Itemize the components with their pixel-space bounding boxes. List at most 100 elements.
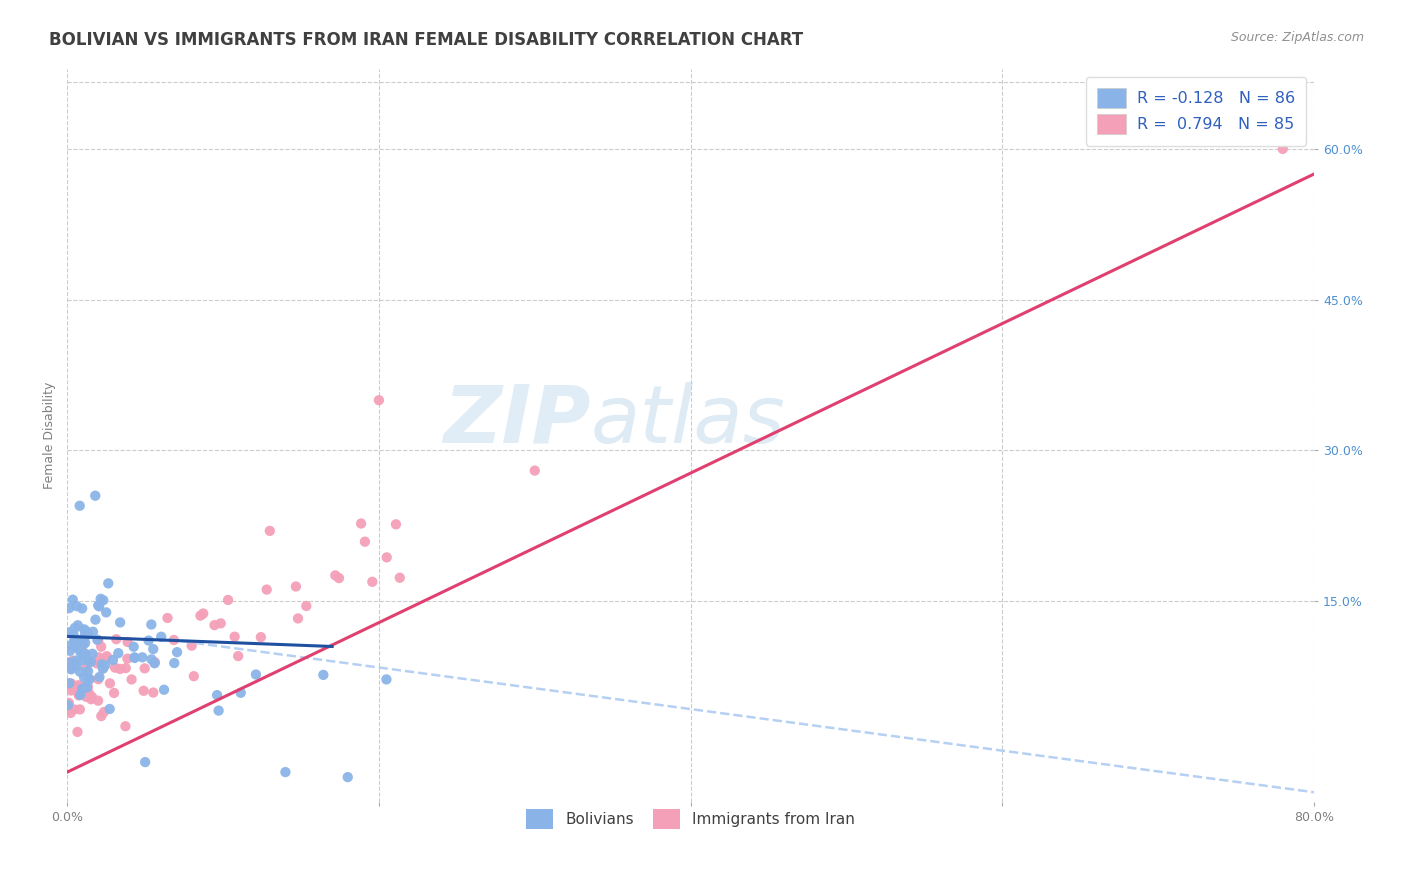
Point xyxy=(84,613,107,627)
Point xyxy=(107,646,129,660)
Point xyxy=(90,709,112,723)
Point xyxy=(87,599,110,613)
Point xyxy=(121,673,143,687)
Legend: Bolivians, Immigrants from Iran: Bolivians, Immigrants from Iran xyxy=(520,803,862,835)
Point xyxy=(77,627,100,641)
Point xyxy=(124,651,146,665)
Point xyxy=(141,617,163,632)
Point xyxy=(131,650,153,665)
Point xyxy=(256,582,278,597)
Point xyxy=(101,653,124,667)
Point xyxy=(69,688,91,702)
Point xyxy=(62,654,84,668)
Point xyxy=(385,517,408,532)
Point xyxy=(60,676,83,690)
Point xyxy=(60,662,83,676)
Point xyxy=(87,650,110,665)
Point xyxy=(60,683,83,698)
Point xyxy=(114,719,136,733)
Point xyxy=(250,630,273,644)
Point xyxy=(138,633,160,648)
Point xyxy=(91,662,114,676)
Point xyxy=(325,568,347,582)
Point xyxy=(65,658,87,673)
Point xyxy=(67,689,90,703)
Point xyxy=(58,601,80,615)
Point xyxy=(80,692,103,706)
Point xyxy=(63,632,86,646)
Point xyxy=(72,653,94,667)
Point xyxy=(77,671,100,685)
Point xyxy=(312,668,335,682)
Point xyxy=(87,672,110,686)
Point xyxy=(143,657,166,671)
Point xyxy=(86,657,108,671)
Point xyxy=(1271,142,1294,156)
Point xyxy=(87,633,110,648)
Point xyxy=(72,681,94,696)
Point xyxy=(229,686,252,700)
Point xyxy=(58,696,80,710)
Point xyxy=(63,634,86,648)
Point xyxy=(117,635,139,649)
Point xyxy=(245,667,267,681)
Point xyxy=(66,618,89,632)
Point xyxy=(90,657,112,672)
Point xyxy=(76,681,98,695)
Point xyxy=(90,657,112,672)
Point xyxy=(368,393,391,408)
Point xyxy=(70,601,93,615)
Point xyxy=(142,685,165,699)
Point xyxy=(73,624,96,639)
Point xyxy=(98,676,121,690)
Point xyxy=(66,725,89,739)
Point xyxy=(65,657,87,672)
Point xyxy=(134,661,156,675)
Point xyxy=(104,660,127,674)
Point xyxy=(69,665,91,679)
Point xyxy=(76,681,98,696)
Point xyxy=(122,640,145,654)
Point xyxy=(117,651,139,665)
Point xyxy=(67,678,90,692)
Point xyxy=(67,688,90,702)
Point xyxy=(69,645,91,659)
Point xyxy=(58,662,80,676)
Point xyxy=(193,607,215,621)
Point xyxy=(207,704,229,718)
Point xyxy=(72,638,94,652)
Point xyxy=(82,624,104,639)
Text: atlas: atlas xyxy=(591,382,786,459)
Point xyxy=(180,639,202,653)
Point xyxy=(79,673,101,687)
Point xyxy=(163,632,186,647)
Point xyxy=(73,630,96,644)
Point xyxy=(89,670,111,684)
Point xyxy=(523,464,546,478)
Point xyxy=(62,681,84,695)
Point xyxy=(87,694,110,708)
Point xyxy=(114,661,136,675)
Point xyxy=(259,524,281,538)
Point xyxy=(224,630,246,644)
Point xyxy=(62,592,84,607)
Point xyxy=(63,621,86,635)
Point xyxy=(66,640,89,655)
Point xyxy=(108,615,131,630)
Point xyxy=(97,576,120,591)
Point xyxy=(328,571,350,585)
Point xyxy=(226,649,249,664)
Point xyxy=(375,673,398,687)
Point xyxy=(75,647,97,661)
Point xyxy=(166,645,188,659)
Point xyxy=(350,516,373,531)
Point xyxy=(69,702,91,716)
Point xyxy=(156,611,179,625)
Point xyxy=(58,676,80,690)
Point xyxy=(86,632,108,647)
Point xyxy=(183,669,205,683)
Point xyxy=(66,599,89,614)
Point xyxy=(143,655,166,669)
Point xyxy=(142,642,165,657)
Point xyxy=(75,690,97,704)
